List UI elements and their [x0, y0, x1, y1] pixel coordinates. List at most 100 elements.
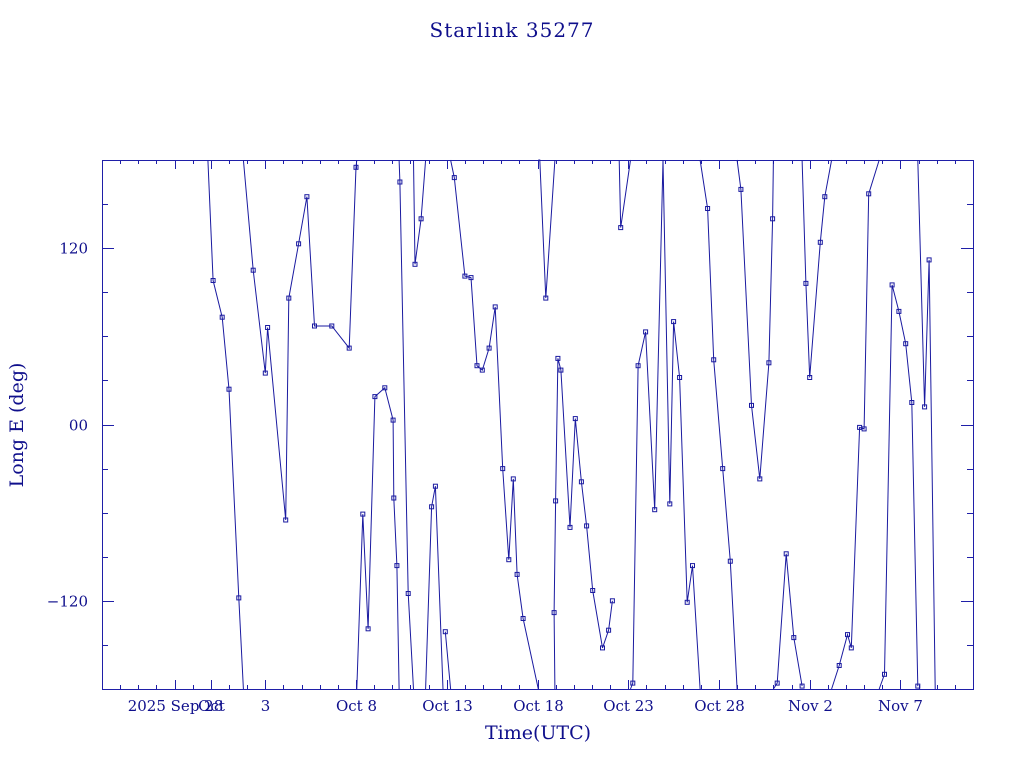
data-point [312, 323, 317, 329]
data-point [329, 323, 335, 329]
x-tick-label: 3 [261, 697, 271, 715]
x-tick-label: 2025 Sep 28 [128, 697, 224, 715]
data-point [915, 683, 921, 689]
data-point [803, 280, 809, 286]
data-point [432, 483, 438, 489]
data-point [572, 416, 578, 422]
data-point [451, 175, 457, 181]
data-point [372, 394, 378, 400]
data-point [397, 179, 403, 185]
x-tick-label: Nov 7 [878, 697, 923, 715]
data-point [265, 325, 271, 330]
data-point [479, 367, 485, 373]
data-point [578, 479, 584, 485]
data-point [405, 591, 411, 596]
data-point [711, 357, 717, 363]
data-point [360, 511, 366, 517]
data-point [822, 194, 828, 200]
data-point [817, 239, 823, 245]
data-point [555, 355, 561, 361]
series-line [630, 159, 701, 690]
data-point [346, 345, 352, 351]
data-point [705, 206, 711, 211]
data-point [643, 329, 649, 335]
y-axis-label: Long E (deg) [6, 363, 28, 488]
data-point [845, 632, 850, 638]
series-line [398, 159, 414, 690]
data-point [738, 186, 744, 192]
data-point [770, 216, 776, 222]
data-point [684, 599, 690, 605]
series-line [207, 159, 244, 690]
data-point [391, 495, 397, 501]
data-point [896, 308, 902, 314]
series-line [699, 159, 738, 690]
series-line [878, 284, 919, 690]
data-point [506, 557, 512, 563]
y-axis-ticks: 120 00 −120 [47, 160, 973, 690]
x-tick-label: Oct 18 [513, 697, 564, 715]
data-point [226, 386, 232, 392]
data-point [390, 417, 396, 423]
data-point [304, 194, 310, 200]
data-point [250, 267, 256, 273]
data-point [861, 426, 867, 432]
data-point [618, 225, 624, 231]
series-line [450, 159, 539, 690]
data-point [553, 498, 559, 504]
data-point [635, 363, 641, 369]
x-tick-label: Oct [198, 697, 225, 715]
series-line [425, 486, 444, 690]
x-axis-label: Time(UTC) [485, 722, 591, 744]
data-point [474, 363, 480, 369]
data-point [394, 563, 400, 569]
data-point [283, 517, 289, 523]
data-point [543, 295, 549, 301]
data-point [520, 616, 526, 621]
y-tick-label: −120 [47, 593, 88, 611]
data-point [667, 501, 673, 507]
data-point [836, 663, 842, 668]
data-point [429, 504, 435, 510]
data-point [486, 345, 492, 351]
data-point [412, 261, 418, 267]
data-point [749, 402, 754, 408]
data-point [382, 385, 388, 391]
series-line [917, 159, 936, 690]
data-point [807, 375, 813, 380]
data-point [926, 257, 932, 263]
data-point [677, 375, 683, 380]
data-point [468, 275, 474, 281]
data-point [210, 278, 216, 283]
series-line [553, 358, 613, 690]
x-tick-label: Oct 23 [603, 697, 654, 715]
data-point [551, 610, 557, 616]
data-point [462, 273, 468, 279]
data-point [558, 367, 564, 373]
data-point [510, 476, 516, 482]
data-point [727, 558, 733, 564]
x-tick-label: Nov 2 [788, 697, 833, 715]
data-point [882, 671, 887, 677]
data-point [353, 164, 359, 170]
data-point [757, 476, 763, 482]
data-point [262, 370, 268, 376]
data-point [236, 595, 242, 601]
series-line [772, 553, 803, 690]
series-line [413, 159, 427, 265]
data-point [690, 563, 695, 569]
data-point [567, 524, 573, 530]
series-line [242, 159, 358, 521]
data-point [286, 295, 292, 301]
y-tick-label: 120 [59, 240, 88, 258]
data-point [774, 680, 780, 686]
data-point [848, 645, 854, 651]
data-point [922, 404, 928, 410]
series-line [538, 159, 556, 299]
data-point [418, 216, 424, 222]
data-point [590, 588, 596, 593]
series-line [618, 159, 631, 228]
